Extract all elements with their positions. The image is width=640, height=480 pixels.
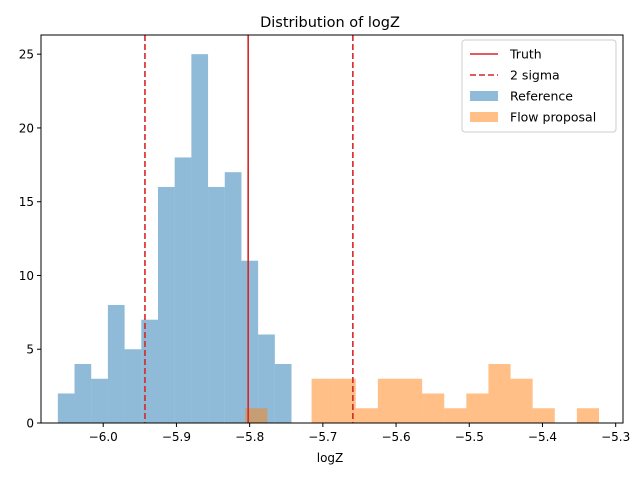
x-axis-ticks: −6.0 −5.9 −5.8 −5.7 −5.6 −5.5 −5.4 −5.3	[89, 423, 630, 444]
plot-area	[57, 35, 599, 423]
y-tick-label: 15	[19, 195, 34, 209]
histogram-bar	[174, 157, 192, 423]
histogram-bar	[274, 363, 292, 423]
histogram-bar	[107, 304, 125, 423]
x-tick-label: −5.9	[162, 430, 191, 444]
legend-label-flow-proposal: Flow proposal	[510, 110, 596, 125]
x-tick-label: −5.3	[601, 430, 630, 444]
histogram-bar	[532, 408, 555, 423]
series-flow-proposal	[245, 363, 599, 423]
y-tick-label: 25	[19, 48, 34, 62]
histogram-bar	[258, 334, 275, 423]
histogram-bar	[510, 378, 533, 423]
histogram-bar	[311, 378, 334, 423]
histogram-bar	[355, 408, 378, 423]
legend-label-reference: Reference	[510, 89, 573, 104]
x-tick-label: −5.8	[235, 430, 264, 444]
histogram-bar	[124, 349, 142, 423]
histogram-bar	[224, 172, 242, 423]
y-tick-label: 10	[19, 269, 34, 283]
legend: Truth 2 sigma Reference Flow proposal	[461, 39, 617, 133]
x-tick-label: −5.4	[528, 430, 557, 444]
histogram-bar	[422, 393, 445, 423]
x-tick-label: −5.7	[308, 430, 337, 444]
legend-box	[461, 39, 617, 133]
histogram-bar	[444, 408, 467, 423]
y-axis-ticks: 0 5 10 15 20 25	[19, 48, 41, 431]
axes-frame	[40, 34, 624, 424]
x-axis-label: logZ	[317, 451, 344, 465]
histogram-bar	[141, 319, 158, 423]
y-tick-label: 5	[26, 343, 34, 357]
histogram-bar	[57, 393, 75, 423]
histogram-bar	[208, 186, 225, 423]
histogram-bar	[333, 378, 356, 423]
histogram-bar	[241, 260, 259, 423]
series-reference	[57, 54, 292, 423]
histogram-bar	[245, 408, 268, 423]
x-tick-label: −6.0	[89, 430, 118, 444]
x-tick-label: −5.5	[455, 430, 484, 444]
histogram-bar	[488, 363, 511, 423]
histogram-bar	[377, 378, 401, 423]
legend-swatch-reference	[470, 91, 498, 101]
histogram-bar	[576, 408, 599, 423]
chart-title: Distribution of logZ	[260, 15, 400, 31]
histogram-bar	[191, 54, 209, 423]
x-tick-label: −5.6	[381, 430, 410, 444]
histogram-bar	[157, 186, 175, 423]
histogram-bar	[74, 363, 92, 423]
histogram-bar	[466, 393, 489, 423]
y-tick-label: 0	[26, 417, 34, 431]
legend-label-truth: Truth	[509, 47, 542, 62]
histogram-bar	[400, 378, 423, 423]
legend-swatch-flow-proposal	[470, 112, 498, 122]
legend-label-2-sigma: 2 sigma	[510, 68, 560, 83]
y-tick-label: 20	[19, 121, 34, 135]
histogram-bar	[91, 378, 108, 423]
